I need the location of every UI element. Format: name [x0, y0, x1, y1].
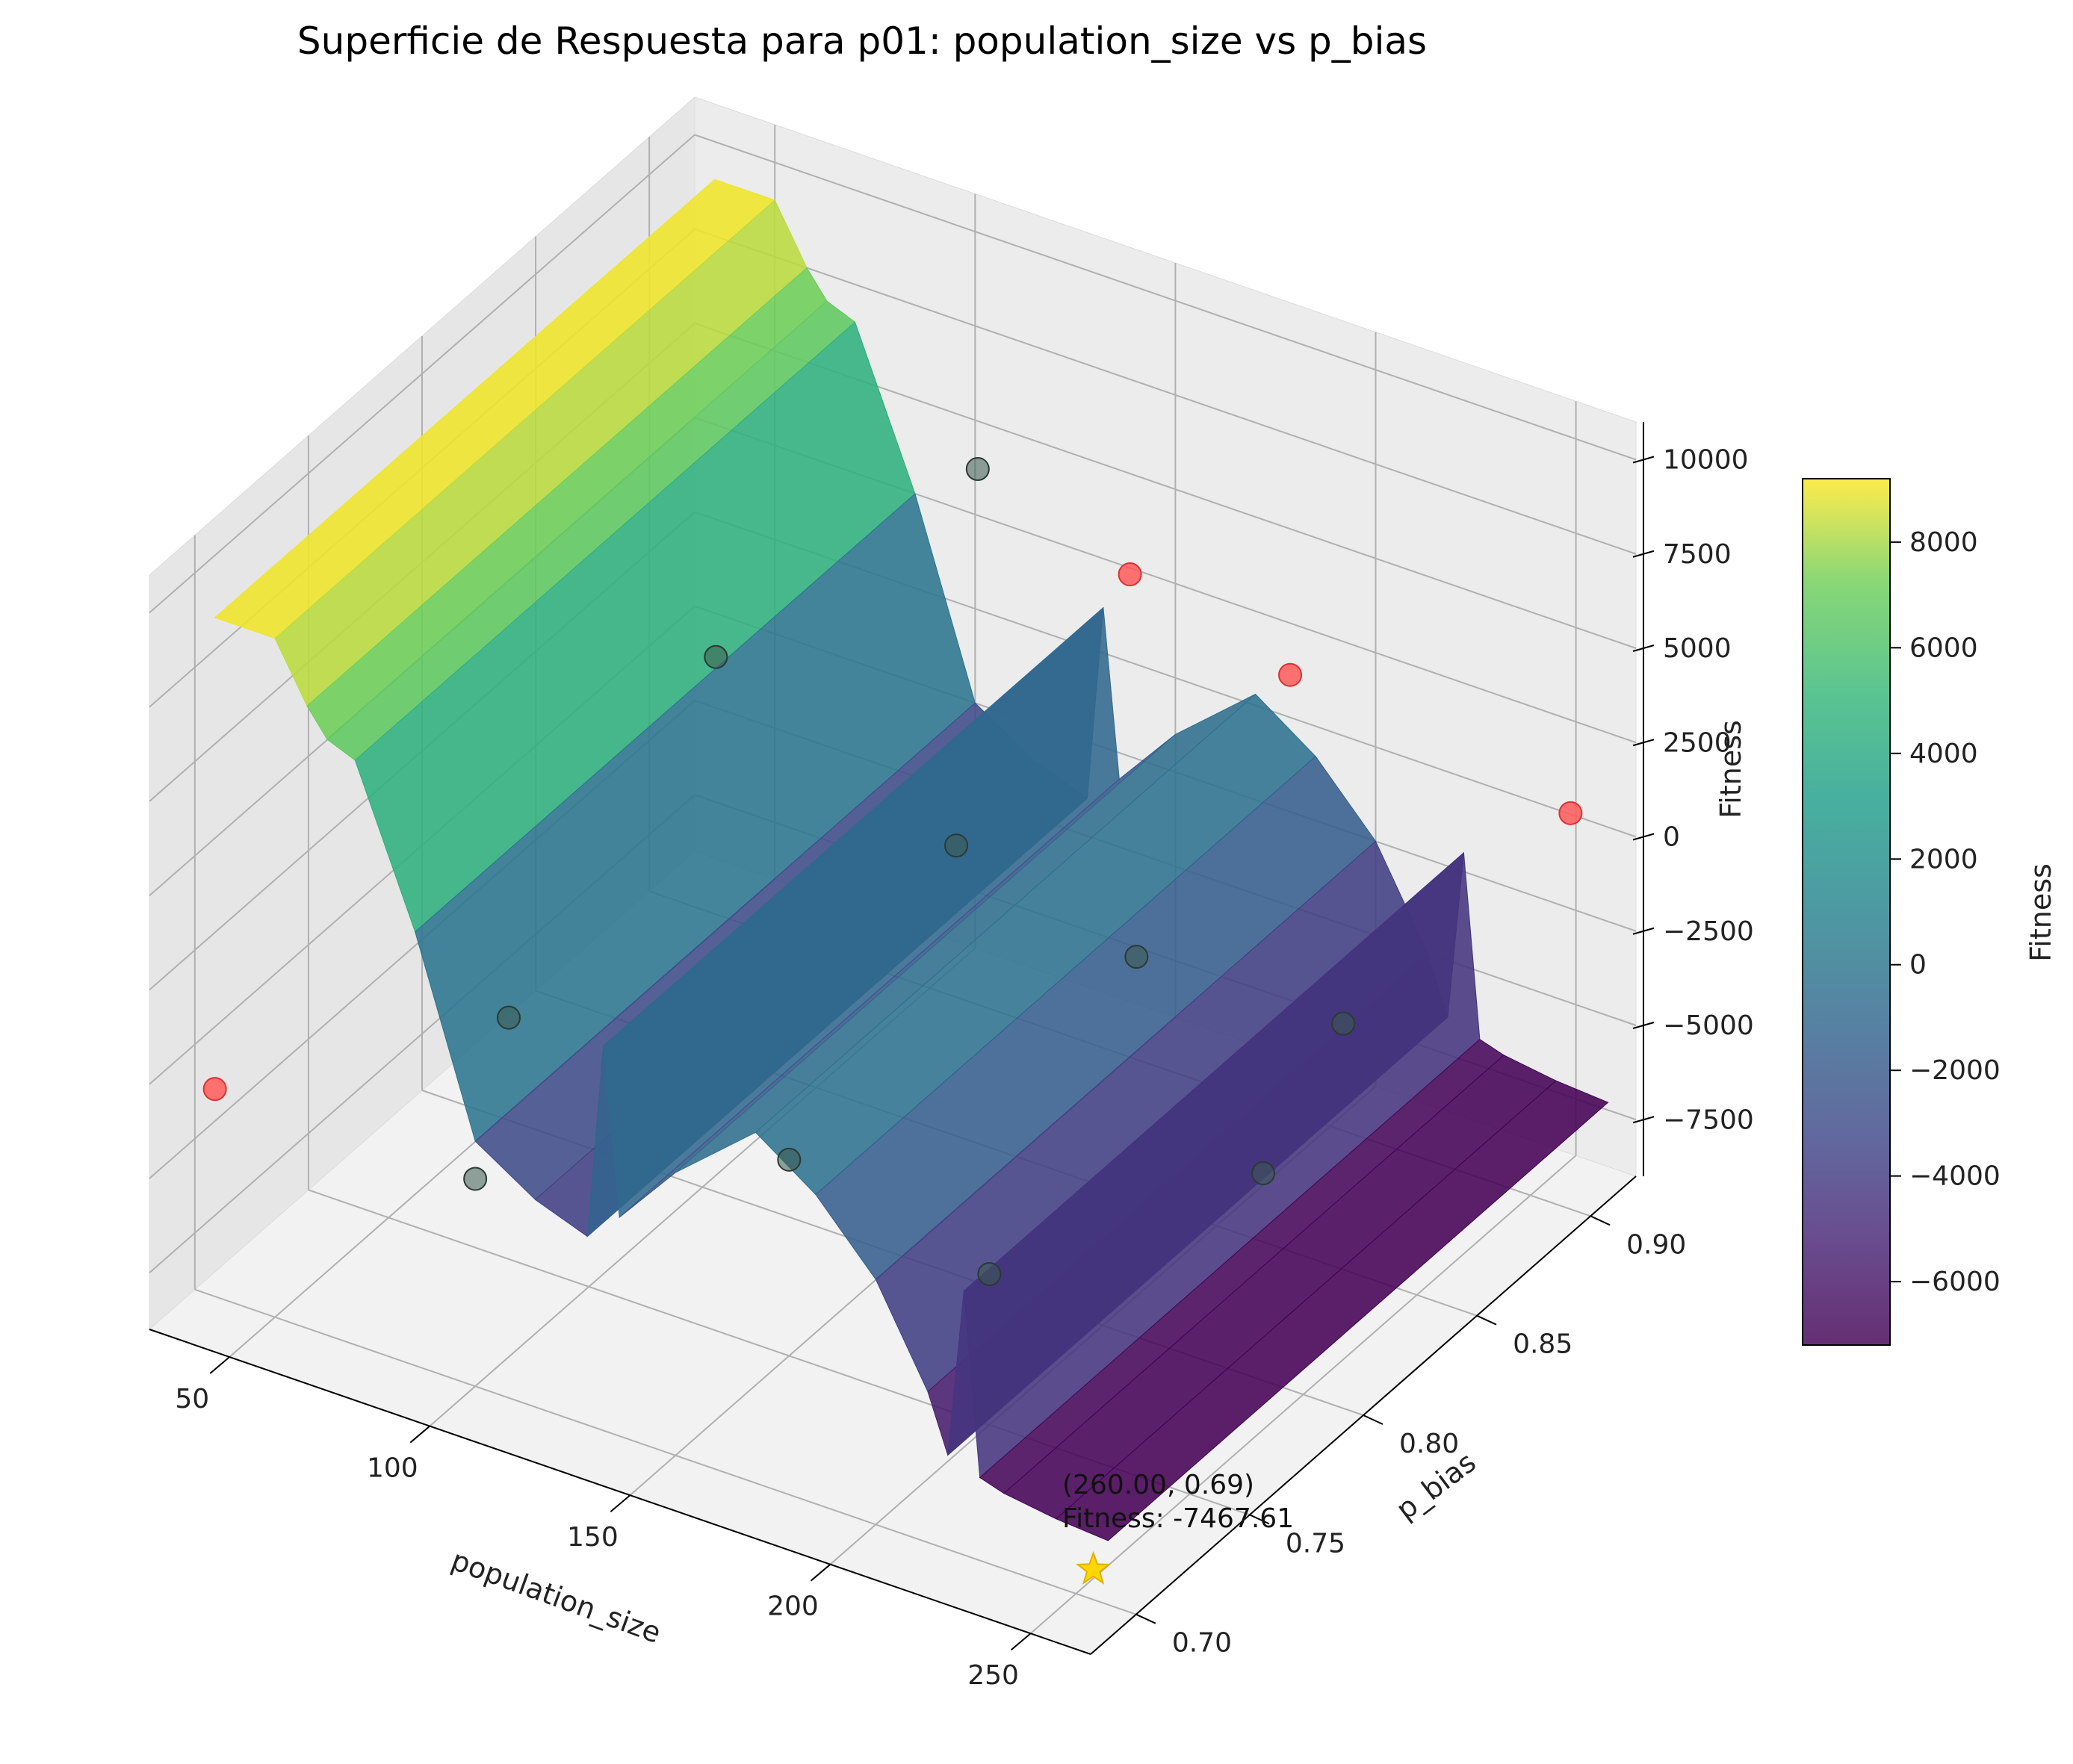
colorbar-tick-label: 8000 [1909, 527, 1978, 558]
y-tick [1476, 1314, 1497, 1326]
x-tick [610, 1494, 631, 1512]
z-axis-label: Fitness [1714, 720, 1747, 819]
best-point-annotation-line1: (260.00, 0.69) [1062, 1470, 1254, 1500]
x-tick [209, 1356, 230, 1374]
y-axis: 0.70 0.75 0.80 0.85 0.90 [1090, 1176, 1686, 1659]
z-tick-label: 7500 [1663, 539, 1732, 570]
y-tick [1249, 1514, 1270, 1525]
best-point-annotation-line2: Fitness: -7467.61 [1062, 1503, 1294, 1534]
sample-point [777, 1147, 802, 1172]
x-tick [810, 1563, 831, 1582]
y-tick [1590, 1215, 1611, 1226]
sample-point [704, 645, 728, 669]
z-tick [1632, 550, 1655, 558]
x-tick-label: 200 [767, 1591, 819, 1622]
y-tick-label: 0.75 [1286, 1528, 1345, 1559]
z-tick-label: −5000 [1663, 1010, 1754, 1041]
colorbar-tick-label: −4000 [1909, 1161, 2001, 1192]
x-axis-line [149, 1329, 1091, 1655]
z-tick-label: −7500 [1663, 1105, 1754, 1135]
x-tick-label: 50 [175, 1384, 209, 1414]
best-point-star [1075, 1550, 1112, 1585]
colorbar-label: Fitness [2024, 863, 2057, 962]
z-tick [1632, 739, 1655, 747]
sample-point [1278, 662, 1303, 687]
sample-point [965, 457, 990, 482]
y-tick-label: 0.85 [1513, 1329, 1572, 1360]
z-axis: −7500 −5000 −2500 0 2500 5000 7500 10000 [1632, 422, 1754, 1176]
grid-z-back [694, 134, 1637, 461]
z-tick [1632, 1022, 1655, 1029]
sample-point [1118, 562, 1142, 587]
sample-point [1251, 1161, 1275, 1185]
grid-z-back [694, 228, 1637, 555]
sample-point [202, 1077, 227, 1102]
z-tick-label: −2500 [1663, 916, 1754, 947]
sample-point [497, 1005, 521, 1030]
colorbar-tick-label: 6000 [1909, 633, 1978, 663]
colorbar-ticks: −6000 −4000 −2000 0 2000 4000 6000 8000 [1890, 527, 2001, 1297]
sample-point [1124, 945, 1149, 969]
sample-point [1331, 1011, 1356, 1036]
z-tick-label: 2500 [1663, 727, 1732, 758]
sample-point [944, 833, 969, 858]
colorbar-tick-label: −6000 [1909, 1267, 2001, 1297]
sample-points [202, 457, 1583, 1585]
x-tick [1010, 1633, 1032, 1650]
z-tick-label: 10000 [1663, 445, 1749, 476]
x-tick-label: 150 [567, 1522, 619, 1553]
sample-point [977, 1262, 1002, 1287]
z-tick [1632, 1116, 1655, 1124]
z-tick [1632, 927, 1655, 935]
z-tick-label: 5000 [1663, 633, 1732, 664]
colorbar-tick-label: 4000 [1909, 739, 1978, 769]
x-axis-label: population_size [447, 1544, 665, 1650]
sample-point [463, 1167, 488, 1191]
colorbar-tick-label: −2000 [1909, 1055, 2001, 1086]
sample-point [1558, 801, 1583, 825]
y-tick-label: 0.70 [1172, 1628, 1232, 1659]
colorbar-tick-label: 2000 [1909, 844, 1978, 875]
response-surface [214, 178, 1609, 1541]
z-tick [1632, 833, 1655, 841]
surface-strip [1055, 1080, 1609, 1541]
y-tick-label: 0.90 [1626, 1229, 1686, 1260]
x-tick [409, 1425, 430, 1444]
grid-z-left [149, 134, 695, 614]
y-tick [1135, 1613, 1156, 1624]
z-tick-label: 0 [1663, 822, 1680, 853]
y-tick [1363, 1414, 1383, 1425]
chart-title: Superficie de Respuesta para p01: popula… [297, 19, 1427, 63]
z-tick [1632, 645, 1655, 652]
x-tick-label: 250 [967, 1660, 1019, 1691]
colorbar [1802, 478, 1891, 1346]
x-axis: 50 100 150 200 250 [149, 1329, 1091, 1691]
y-tick-label: 0.80 [1399, 1429, 1459, 1459]
z-tick [1632, 456, 1655, 464]
colorbar-tick-label: 0 [1909, 950, 1927, 981]
grid-y-floor [194, 1288, 1137, 1615]
x-tick-label: 100 [367, 1453, 418, 1484]
